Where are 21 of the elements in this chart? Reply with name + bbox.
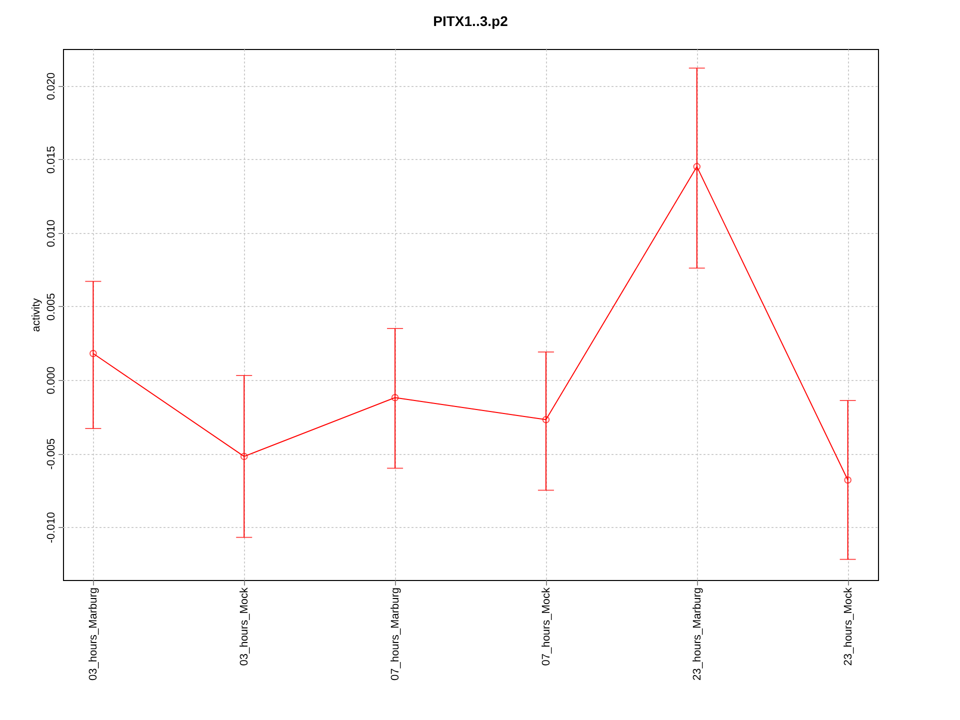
point [90, 350, 97, 358]
y-tick-label: 0.000 [46, 366, 58, 394]
point [844, 476, 852, 484]
y-tick-label: 0.010 [46, 220, 58, 248]
y-tick-label: 0.005 [46, 293, 58, 321]
point [693, 163, 701, 170]
x-tick-label: 07_hours_Marburg [390, 588, 402, 680]
x-tick-label: 23_hours_Mock [842, 587, 854, 666]
y-tick-label: -0.005 [46, 438, 58, 470]
point [542, 416, 550, 424]
y-tick-label: -0.010 [46, 512, 58, 544]
x-tick-label: 03_hours_Marburg [88, 588, 100, 680]
x-tick-label: 23_hours_Marburg [691, 588, 704, 680]
y-tick-label: 0.015 [46, 146, 58, 174]
x-tick-label: 07_hours_Mock [540, 587, 552, 666]
x-tick-label: 03_hours_Mock [238, 587, 251, 666]
point [391, 394, 399, 402]
chart-title: PITX1..3.p2 [433, 13, 508, 29]
y-axis-title: activity [30, 298, 42, 332]
y-tick-label: 0.020 [46, 72, 58, 100]
point [240, 452, 248, 460]
